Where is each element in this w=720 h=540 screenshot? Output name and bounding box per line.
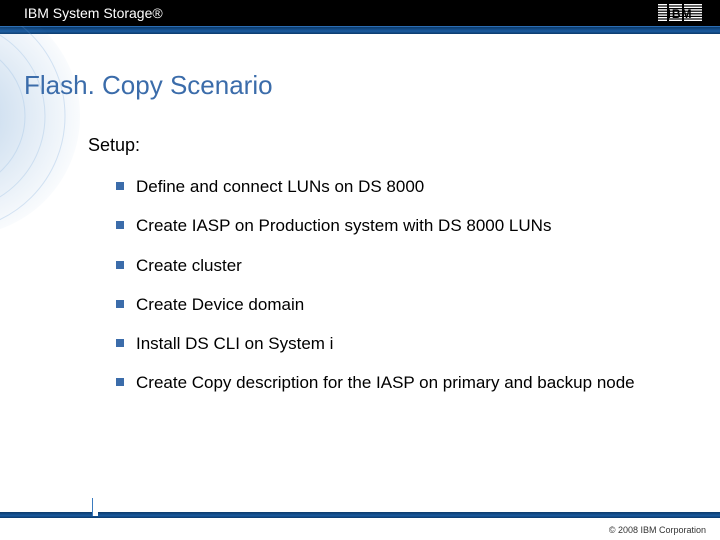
header-stripe xyxy=(0,26,720,34)
svg-text:IBM: IBM xyxy=(668,7,693,21)
product-line-label: IBM System Storage® xyxy=(24,5,163,21)
bullet-list: Define and connect LUNs on DS 8000 Creat… xyxy=(116,176,636,394)
list-item: Install DS CLI on System i xyxy=(116,333,636,354)
slide-content: Flash. Copy Scenario Setup: Define and c… xyxy=(24,70,684,412)
copyright-label: © 2008 IBM Corporation xyxy=(609,525,706,535)
product-line-text: IBM System Storage® xyxy=(24,5,163,21)
list-item: Define and connect LUNs on DS 8000 xyxy=(116,176,636,197)
list-item: Create Device domain xyxy=(116,294,636,315)
slide-title: Flash. Copy Scenario xyxy=(24,70,684,101)
section-label: Setup: xyxy=(88,135,684,156)
list-item: Create Copy description for the IASP on … xyxy=(116,372,636,393)
ibm-logo-icon: IBM xyxy=(658,4,702,22)
footer-bar: © 2008 IBM Corporation xyxy=(0,518,720,540)
header-bar: IBM System Storage® IBM xyxy=(0,0,720,26)
list-item: Create cluster xyxy=(116,255,636,276)
footer-accent xyxy=(92,498,98,516)
list-item: Create IASP on Production system with DS… xyxy=(116,215,636,236)
